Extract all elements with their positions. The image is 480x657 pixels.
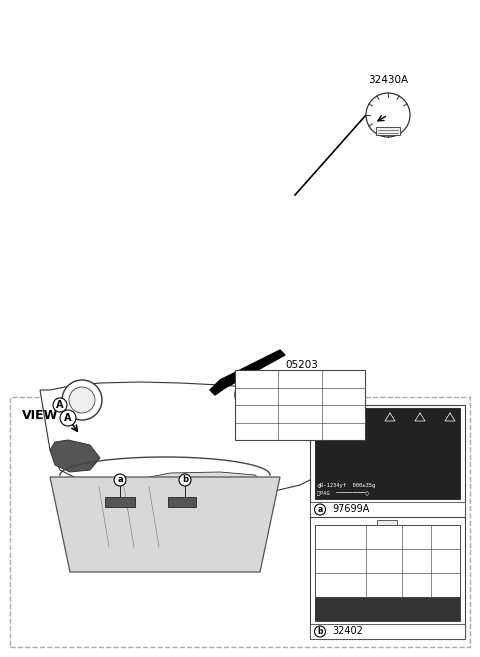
- FancyBboxPatch shape: [310, 502, 465, 517]
- FancyBboxPatch shape: [168, 497, 196, 507]
- Polygon shape: [210, 350, 285, 395]
- Circle shape: [114, 474, 126, 486]
- Polygon shape: [50, 477, 280, 572]
- Circle shape: [242, 382, 268, 408]
- FancyBboxPatch shape: [366, 597, 460, 621]
- Text: 32402: 32402: [332, 627, 363, 637]
- Text: A: A: [64, 413, 72, 423]
- Circle shape: [314, 626, 325, 637]
- FancyBboxPatch shape: [235, 370, 365, 440]
- Circle shape: [235, 375, 275, 415]
- Text: 🛢: 🛢: [317, 491, 320, 495]
- FancyBboxPatch shape: [10, 397, 470, 647]
- FancyBboxPatch shape: [105, 497, 135, 507]
- Text: R-1234yf  000±35g: R-1234yf 000±35g: [320, 484, 375, 489]
- Text: 32430A: 32430A: [368, 75, 408, 85]
- Circle shape: [62, 380, 102, 420]
- Text: VIEW: VIEW: [22, 409, 59, 422]
- Text: a: a: [317, 505, 323, 514]
- Circle shape: [60, 410, 76, 426]
- FancyBboxPatch shape: [377, 520, 397, 525]
- Circle shape: [366, 93, 410, 137]
- Circle shape: [69, 387, 95, 413]
- Polygon shape: [40, 382, 340, 500]
- Text: A: A: [56, 400, 64, 410]
- Text: 05203: 05203: [285, 360, 318, 370]
- FancyBboxPatch shape: [310, 624, 465, 639]
- Text: PAG  ─────────○: PAG ─────────○: [320, 491, 369, 495]
- Circle shape: [314, 504, 325, 515]
- FancyBboxPatch shape: [315, 525, 460, 621]
- Text: a: a: [117, 476, 123, 484]
- FancyBboxPatch shape: [310, 405, 465, 639]
- Circle shape: [179, 474, 191, 486]
- Text: b: b: [317, 627, 323, 636]
- Text: 97699A: 97699A: [332, 505, 370, 514]
- FancyBboxPatch shape: [376, 127, 400, 135]
- Polygon shape: [140, 472, 265, 500]
- Text: b: b: [182, 476, 188, 484]
- FancyBboxPatch shape: [315, 408, 460, 499]
- Polygon shape: [50, 440, 100, 472]
- FancyBboxPatch shape: [315, 597, 366, 621]
- Text: ⚙: ⚙: [317, 484, 322, 489]
- Circle shape: [53, 398, 67, 412]
